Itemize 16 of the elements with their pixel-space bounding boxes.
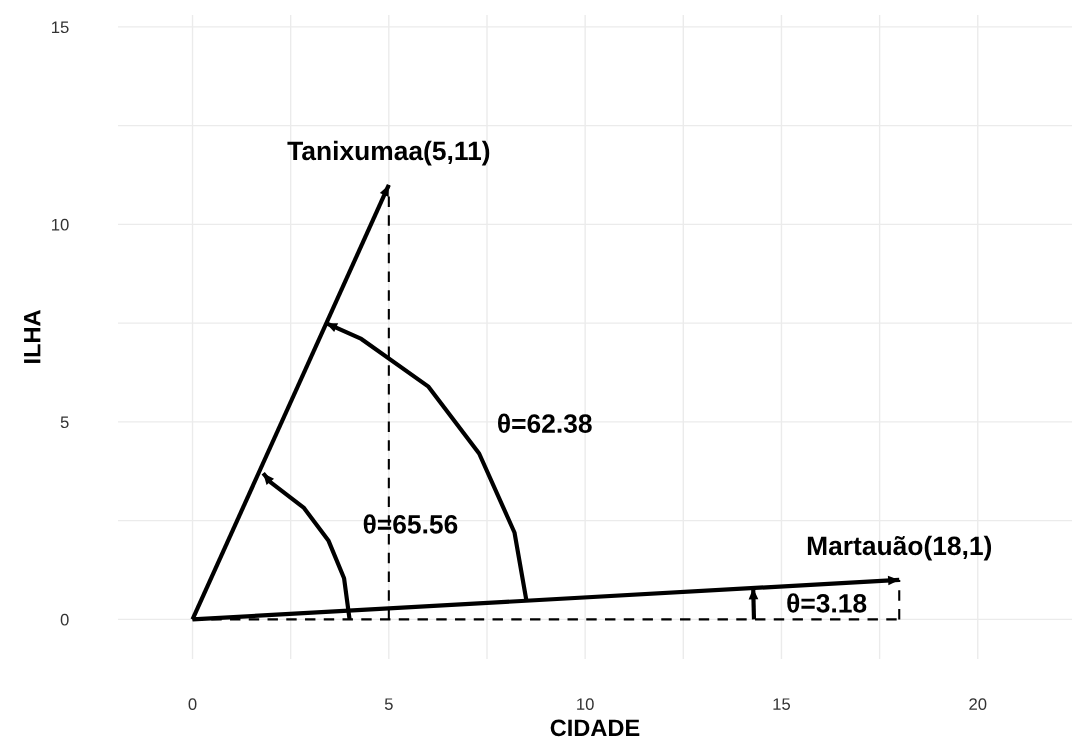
- y-tick-label: 15: [52, 21, 69, 34]
- series-label: Tanixumaa(5,11): [287, 140, 490, 166]
- y-axis-title: ILHA: [24, 310, 41, 363]
- x-tick-label: 10: [577, 698, 594, 711]
- x-tick-label: 5: [384, 698, 393, 711]
- x-tick-label: 0: [188, 698, 197, 711]
- annotation: θ=65.56: [363, 514, 458, 534]
- y-tick-label: 5: [60, 416, 69, 429]
- annotation: θ=62.38: [498, 413, 592, 433]
- x-tick-label: 15: [773, 698, 791, 711]
- y-tick-label: 10: [52, 218, 69, 231]
- y-tick-label: 0: [60, 613, 69, 626]
- annotation: θ=3.18: [787, 593, 867, 613]
- x-axis-title: CIDADE: [550, 719, 640, 737]
- x-tick-label: 20: [969, 698, 987, 711]
- series-label: Martauão(18,1): [807, 535, 992, 561]
